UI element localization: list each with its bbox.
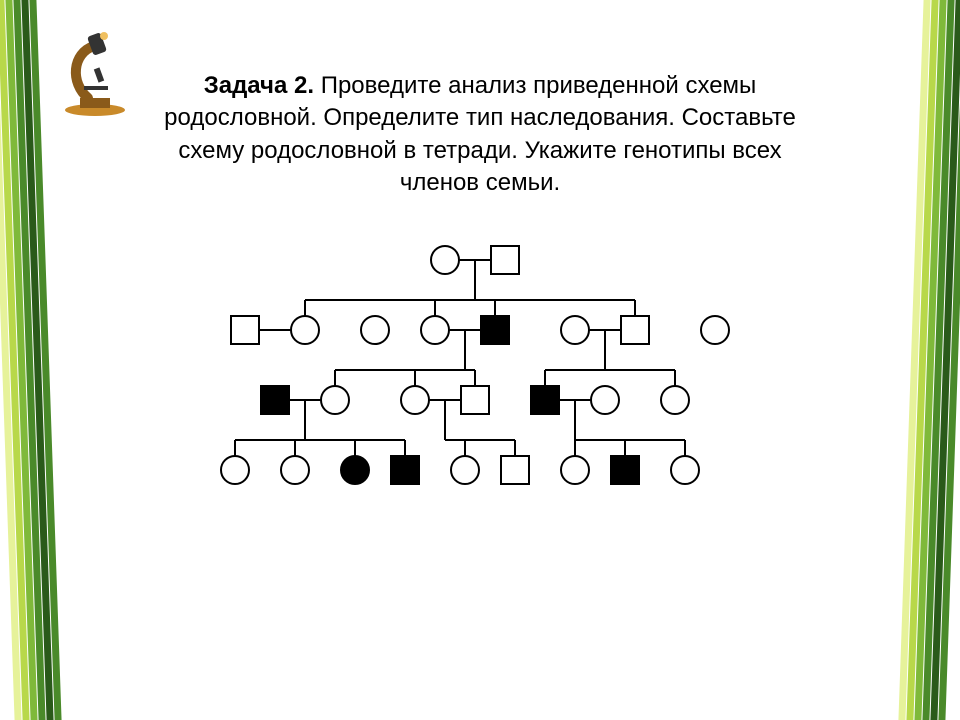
pedigree-diagram bbox=[175, 240, 785, 520]
task-text: Задача 2. Проведите анализ приведенной с… bbox=[40, 70, 920, 200]
task-label: Задача 2. bbox=[204, 72, 314, 99]
